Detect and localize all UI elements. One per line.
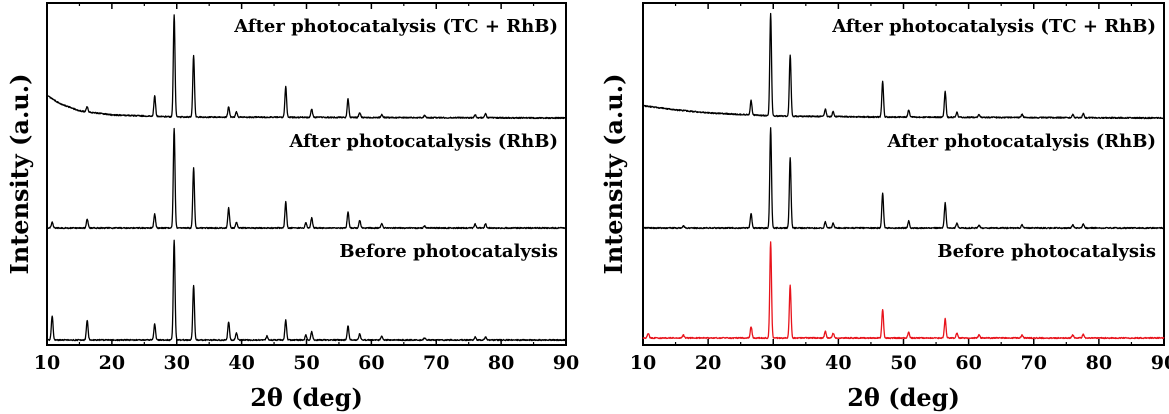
series-label-3: Before photocatalysis	[937, 241, 1156, 262]
chart-panel-2: 10 20 30 40 50 60 70 80 90 2θ (deg) Intensity (a.u…	[599, 2, 1169, 412]
x-tick-label: 10	[34, 352, 60, 374]
x-tick-label: 80	[1086, 352, 1112, 374]
x-tick-label: 30	[760, 352, 786, 374]
xrd-trace-2	[46, 127, 567, 230]
plot-frame	[642, 2, 1165, 346]
x-axis-title: 2θ (deg)	[847, 383, 960, 412]
x-tick-label: 80	[488, 352, 514, 374]
x-tick-label: 60	[955, 352, 981, 374]
xrd-trace-2	[642, 127, 1165, 230]
series-label-2: After photocatalysis (RhB)	[887, 131, 1156, 152]
plot-frame	[46, 2, 567, 346]
x-tick-label: 40	[228, 352, 254, 374]
series-label-1: After photocatalysis (TC + RhB)	[831, 16, 1156, 37]
x-axis-title: 2θ (deg)	[250, 383, 363, 412]
x-tick-label: 50	[293, 352, 319, 374]
x-tick-label: 60	[358, 352, 384, 374]
y-axis-title: Intensity (a.u.)	[5, 74, 34, 275]
x-tick-label: 30	[164, 352, 190, 374]
series-label-3: Before photocatalysis	[339, 241, 558, 262]
y-axis-title: Intensity (a.u.)	[599, 74, 628, 275]
xrd-trace-3	[46, 239, 567, 342]
xrd-trace-1	[46, 14, 567, 120]
x-tick-label: 70	[1021, 352, 1047, 374]
x-tick-label: 70	[423, 352, 449, 374]
xrd-trace-3	[642, 241, 1165, 340]
series-label-2: After photocatalysis (RhB)	[289, 131, 558, 152]
x-tick-label: 90	[553, 352, 579, 374]
x-tick-label: 20	[695, 352, 721, 374]
x-tick-label: 10	[630, 352, 656, 374]
series-label-1: After photocatalysis (TC + RhB)	[233, 16, 558, 37]
xrd-trace-1	[642, 12, 1165, 120]
chart-panel-1: 10 20 30 40 50 60 70 80 90 2θ (deg) Intensity (a.u…	[5, 2, 579, 412]
x-tick-label: 40	[825, 352, 851, 374]
x-tick-label: 90	[1151, 352, 1169, 374]
x-tick-label: 50	[890, 352, 916, 374]
x-tick-label: 20	[99, 352, 125, 374]
